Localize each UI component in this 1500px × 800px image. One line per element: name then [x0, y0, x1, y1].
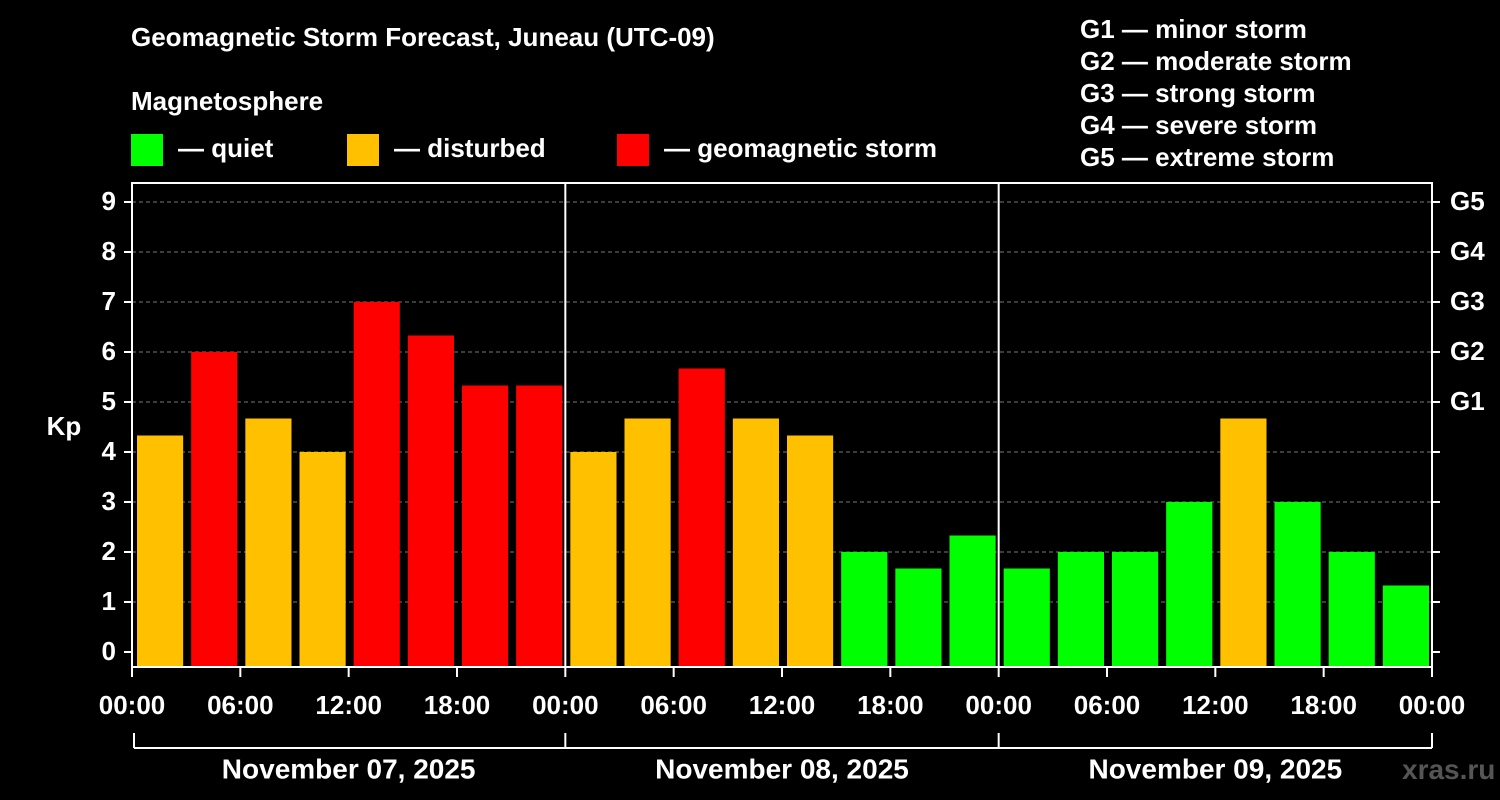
axes-layer: [124, 182, 1440, 749]
g-scale-g2: G2 — moderate storm: [1080, 46, 1352, 76]
g-tick-label: G4: [1450, 236, 1485, 266]
g-tick-label: G1: [1450, 386, 1485, 416]
kp-bar: [570, 452, 617, 667]
y-tick-label: 9: [102, 186, 116, 216]
kp-bar: [1274, 502, 1321, 667]
y-tick-label: 7: [102, 286, 116, 316]
kp-bar: [787, 435, 834, 667]
kp-bar: [841, 552, 888, 667]
chart-title: Geomagnetic Storm Forecast, Juneau (UTC-…: [131, 22, 715, 52]
legend-label-storm: — geomagnetic storm: [664, 133, 938, 163]
g-tick-label: G5: [1450, 186, 1485, 216]
kp-bar: [137, 435, 184, 667]
kp-bar: [353, 302, 400, 667]
kp-bar: [1220, 418, 1267, 667]
kp-bar: [1057, 552, 1104, 667]
y-tick-label: 2: [102, 536, 116, 566]
x-tick-label: 00:00: [99, 690, 166, 720]
kp-bar: [299, 452, 346, 667]
kp-bar: [1166, 502, 1213, 667]
x-tick-label: 12:00: [749, 690, 816, 720]
kp-bar: [191, 352, 238, 667]
y-tick-label: 1: [102, 586, 116, 616]
legend-swatch-quiet: [131, 134, 163, 166]
legend-heading: Magnetosphere: [131, 86, 324, 116]
g-scale-g3: G3 — strong storm: [1080, 78, 1316, 108]
x-tick-label: 06:00: [640, 690, 707, 720]
g-scale-g4: G4 — severe storm: [1080, 110, 1318, 140]
y-tick-label: 8: [102, 236, 116, 266]
x-tick-label: 06:00: [207, 690, 274, 720]
day-label: November 08, 2025: [655, 753, 909, 784]
x-tick-label: 12:00: [1182, 690, 1249, 720]
legend-label-disturbed: — disturbed: [394, 133, 546, 163]
y-tick-label: 6: [102, 336, 116, 366]
kp-bar: [1112, 552, 1159, 667]
g-scale-g1: G1 — minor storm: [1080, 14, 1307, 44]
x-tick-label: 06:00: [1074, 690, 1141, 720]
x-tick-label: 18:00: [424, 690, 491, 720]
day-label: November 09, 2025: [1088, 753, 1342, 784]
legend-swatch-storm: [617, 134, 649, 166]
bars-layer: [137, 302, 1429, 667]
x-tick-label: 00:00: [1399, 690, 1466, 720]
g-scale-g5: G5 — extreme storm: [1080, 142, 1335, 172]
y-axis-label: Kp: [47, 411, 82, 441]
kp-bar: [407, 335, 454, 667]
legend-swatch-disturbed: [347, 134, 379, 166]
kp-bar: [678, 368, 725, 667]
day-label: November 07, 2025: [222, 753, 476, 784]
kp-bar: [949, 535, 996, 667]
x-tick-label: 12:00: [315, 690, 382, 720]
x-tick-label: 18:00: [857, 690, 924, 720]
y-tick-label: 0: [102, 636, 116, 666]
labels-layer: 0 1 2 3 4 5 6 7 8 9 G1 G2 G3 G4 G5 Kp 00:00 06:00 12:00 18:…: [47, 186, 1486, 785]
legend-label-quiet: — quiet: [178, 133, 274, 163]
g-tick-label: G3: [1450, 286, 1485, 316]
y-tick-label: 5: [102, 386, 116, 416]
g-tick-label: G2: [1450, 336, 1485, 366]
kp-bar: [624, 418, 671, 667]
y-tick-label: 3: [102, 486, 116, 516]
x-tick-label: 18:00: [1290, 690, 1357, 720]
x-tick-label: 00:00: [532, 690, 599, 720]
kp-bar: [1003, 568, 1050, 667]
x-tick-label: 00:00: [965, 690, 1032, 720]
kp-bar: [462, 385, 509, 667]
kp-bar: [1382, 585, 1429, 667]
kp-bar: [516, 385, 563, 667]
kp-bar: [1328, 552, 1375, 667]
kp-bar: [895, 568, 942, 667]
y-tick-label: 4: [102, 436, 117, 466]
kp-bar: [245, 418, 292, 667]
kp-bar: [732, 418, 779, 667]
watermark: xras.ru: [1402, 754, 1496, 785]
